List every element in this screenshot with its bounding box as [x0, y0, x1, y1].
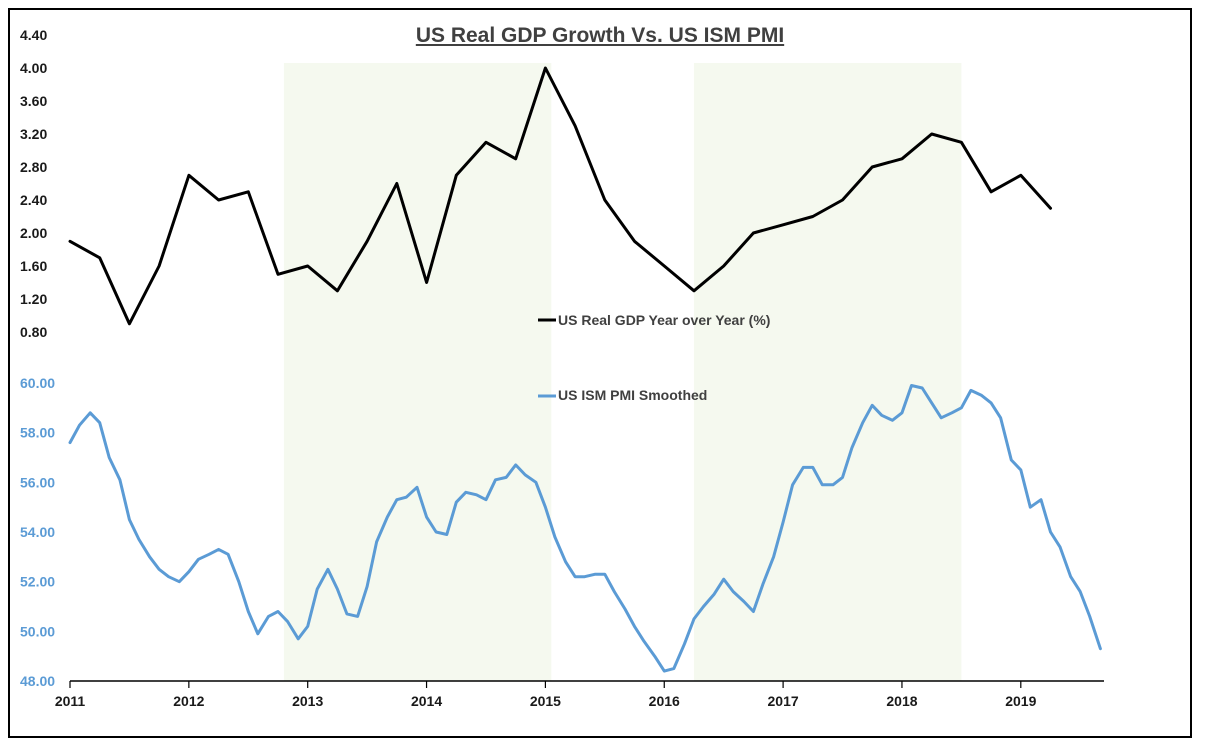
y-tick-pmi-3: 54.00 [20, 524, 55, 540]
series-line-gdp [68, 66, 1052, 326]
y-tick-pmi-5: 50.00 [20, 623, 55, 639]
y-tick-pmi-2: 56.00 [20, 474, 55, 490]
x-tick-label-2013: 2013 [292, 693, 323, 709]
y-tick-pmi-1: 58.00 [20, 425, 55, 441]
series [68, 66, 1102, 673]
y-tick-pmi-4: 52.00 [20, 574, 55, 590]
y-tick-gdp-9: 0.80 [20, 324, 47, 340]
x-tick-label-2018: 2018 [886, 693, 917, 709]
legend-label-gdp: US Real GDP Year over Year (%) [558, 312, 770, 328]
y-tick-gdp-4: 2.80 [20, 159, 47, 175]
y-tick-gdp-1: 4.00 [20, 60, 47, 76]
y-tick-gdp-6: 2.00 [20, 225, 47, 241]
x-tick-label-2016: 2016 [649, 693, 680, 709]
y-tick-gdp-2: 3.60 [20, 93, 47, 109]
chart-frame: US Real GDP Growth Vs. US ISM PMI [8, 8, 1192, 738]
y-tick-gdp-8: 1.20 [20, 291, 47, 307]
y-tick-pmi-0: 60.00 [20, 375, 55, 391]
x-tick-label-2015: 2015 [530, 693, 561, 709]
y-tick-gdp-7: 1.60 [20, 258, 47, 274]
shaded-periods [283, 63, 962, 681]
legend: US Real GDP Year over Year (%) US ISM PM… [538, 312, 770, 403]
y-tick-gdp-3: 3.20 [20, 126, 47, 142]
x-tick-label-2019: 2019 [1005, 693, 1036, 709]
x-tick-label-2011: 2011 [55, 693, 86, 709]
x-tick-label-2017: 2017 [768, 693, 799, 709]
x-tick-label-2012: 2012 [173, 693, 204, 709]
shaded-period-1 [283, 63, 552, 681]
y-tick-gdp-5: 2.40 [20, 192, 47, 208]
axes: 4.40 4.00 3.60 3.20 2.80 2.40 2.00 1.60 1.20 0.80… [20, 27, 1104, 709]
y-tick-gdp-0: 4.40 [20, 27, 47, 43]
legend-label-pmi: US ISM PMI Smoothed [558, 387, 707, 403]
y-tick-pmi-6: 48.00 [20, 673, 55, 689]
chart-title: US Real GDP Growth Vs. US ISM PMI [415, 24, 785, 47]
series-line-pmi [68, 384, 1102, 673]
x-tick-label-2014: 2014 [411, 693, 442, 709]
shaded-period-2 [693, 63, 962, 681]
